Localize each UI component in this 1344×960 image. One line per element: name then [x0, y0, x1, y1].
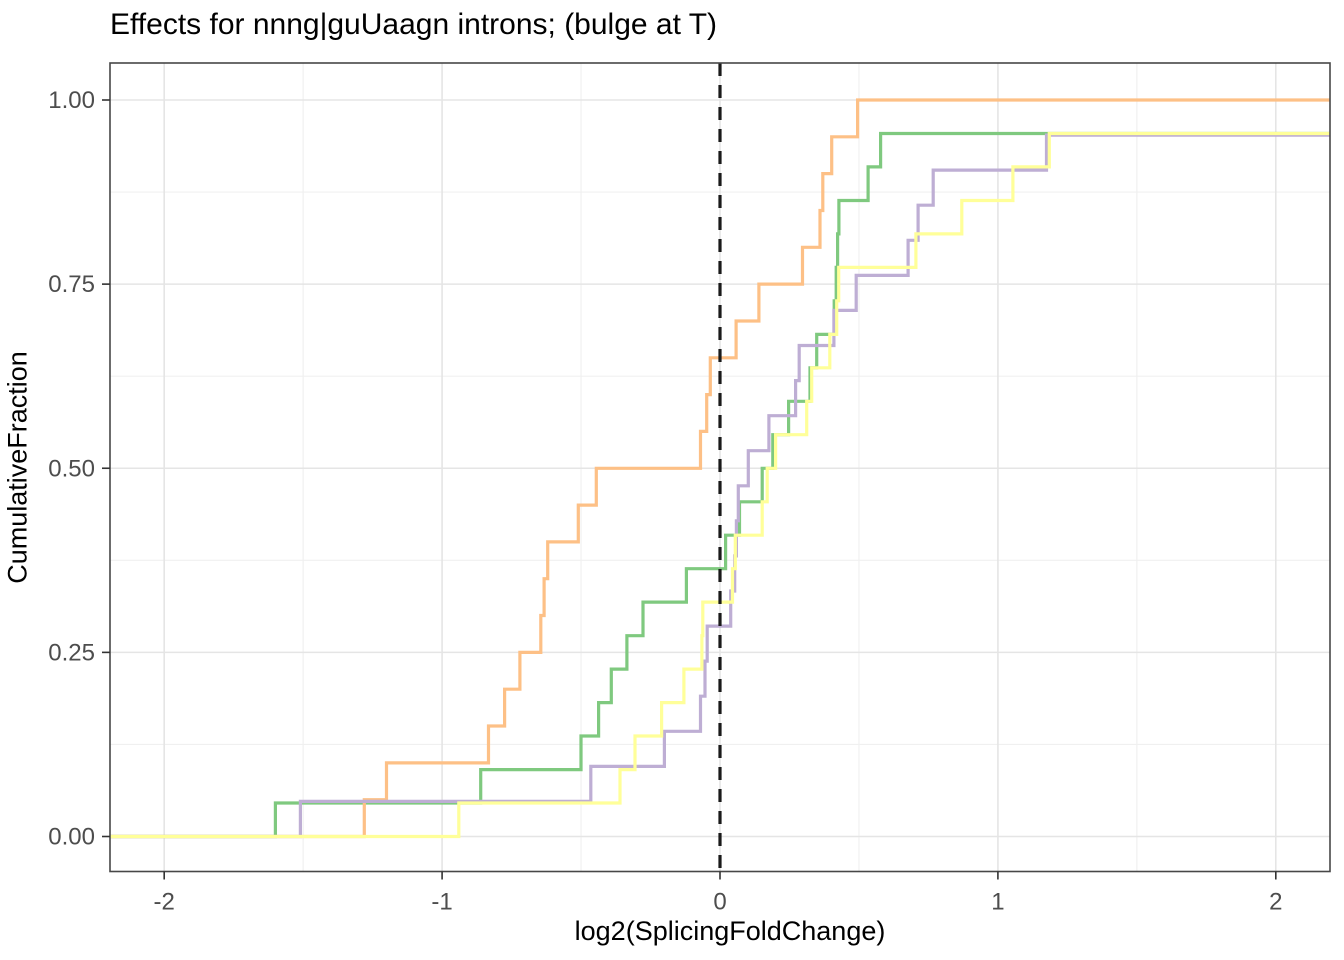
x-tick-label: 1 — [991, 889, 1004, 916]
y-tick-label: 0.75 — [48, 271, 95, 298]
y-tick-label: 0.25 — [48, 639, 95, 666]
x-tick-label: 2 — [1269, 889, 1282, 916]
x-tick-label: 0 — [713, 889, 726, 916]
x-axis-title: log2(SplicingFoldChange) — [574, 916, 886, 946]
x-tick-label: -2 — [154, 889, 175, 916]
y-tick-label: 0.00 — [48, 824, 95, 851]
y-axis-title: CumulativeFraction — [2, 351, 33, 584]
chart-title: Effects for nnng|guUaagn introns; (bulge… — [110, 8, 718, 41]
y-tick-label: 1.00 — [48, 87, 95, 114]
ecdf-line-orange — [110, 98, 1330, 839]
x-tick-label: -1 — [431, 889, 452, 916]
y-tick-label: 0.50 — [48, 455, 95, 482]
ecdf-line-yellow — [110, 131, 1330, 839]
ecdf-line-purple — [110, 133, 1330, 839]
ecdf-line-green — [110, 131, 1330, 839]
